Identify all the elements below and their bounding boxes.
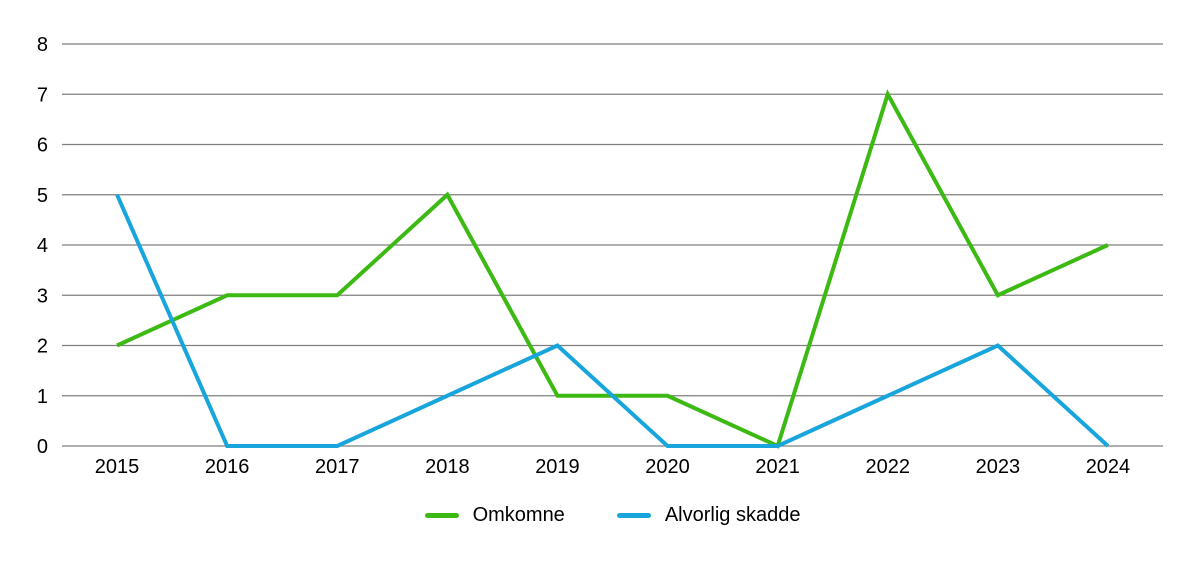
y-tick-label-1: 1 bbox=[37, 386, 48, 408]
x-tick-label-2023: 2023 bbox=[976, 456, 1021, 478]
x-axis-labels: 2015 2016 2017 2018 2019 2020 2021 2022 2023 2024 bbox=[95, 456, 1130, 478]
series-line-alvorlig-skadde bbox=[115, 193, 1110, 448]
gridlines bbox=[62, 43, 1163, 447]
legend-swatch-omkomne bbox=[424, 513, 459, 518]
x-tick-label-2024: 2024 bbox=[1086, 456, 1131, 478]
x-tick-label-2015: 2015 bbox=[95, 456, 140, 478]
y-tick-label-5: 5 bbox=[37, 185, 48, 207]
legend-item-alvorlig-skadde: Alvorlig skadde bbox=[616, 504, 801, 527]
x-tick-label-2019: 2019 bbox=[535, 456, 580, 478]
x-tick-label-2018: 2018 bbox=[425, 456, 470, 478]
chart-legend: Omkomne Alvorlig skadde bbox=[62, 504, 1163, 527]
x-tick-label-2021: 2021 bbox=[755, 456, 800, 478]
x-tick-label-2016: 2016 bbox=[205, 456, 250, 478]
line-chart-canvas: 0 1 2 3 4 5 6 7 8 2015 2016 2017 2018 2019 2020 2021 202… bbox=[37, 34, 1163, 478]
y-tick-label-6: 6 bbox=[37, 135, 48, 157]
legend-label-alvorlig-skadde: Alvorlig skadde bbox=[664, 504, 801, 526]
x-tick-label-2022: 2022 bbox=[866, 456, 911, 478]
y-tick-label-0: 0 bbox=[37, 436, 48, 458]
legend-label-omkomne: Omkomne bbox=[472, 504, 565, 526]
legend-item-omkomne: Omkomne bbox=[424, 504, 565, 527]
y-tick-label-4: 4 bbox=[37, 235, 48, 257]
y-axis-labels: 0 1 2 3 4 5 6 7 8 bbox=[37, 34, 48, 458]
x-tick-label-2020: 2020 bbox=[645, 456, 690, 478]
y-tick-label-3: 3 bbox=[37, 285, 48, 307]
x-tick-label-2017: 2017 bbox=[315, 456, 360, 478]
legend-swatch-alvorlig-skadde bbox=[616, 513, 651, 518]
y-tick-label-8: 8 bbox=[37, 34, 48, 56]
y-tick-label-7: 7 bbox=[37, 84, 48, 106]
y-tick-label-2: 2 bbox=[37, 336, 48, 358]
